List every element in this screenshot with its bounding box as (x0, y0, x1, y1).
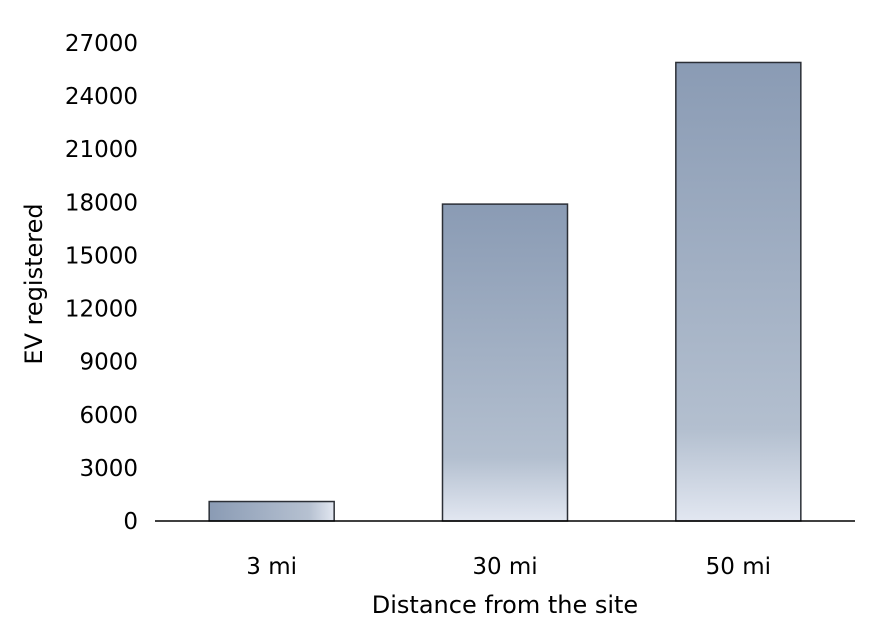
y-tick-label: 27000 (65, 31, 138, 57)
bar-30-mi (441, 203, 569, 522)
y-axis-tick-labels: 0 3000 6000 9000 12000 15000 18000 21000 24000 27… (65, 31, 138, 535)
x-tick-label: 50 mi (706, 554, 771, 580)
x-axis-title: Distance from the site (372, 591, 638, 619)
y-tick-label: 9000 (79, 350, 138, 376)
x-axis-tick-labels: 3 mi 30 mi 50 mi (246, 554, 771, 580)
y-tick-label: 15000 (65, 243, 138, 269)
x-tick-label: 30 mi (472, 554, 537, 580)
y-tick-label: 18000 (65, 190, 138, 216)
y-tick-label: 0 (123, 509, 138, 535)
bar-3-mi (208, 500, 335, 522)
y-axis-title: EV registered (20, 203, 48, 364)
bars (208, 61, 802, 522)
y-tick-label: 12000 (65, 297, 138, 323)
y-tick-label: 21000 (65, 137, 138, 163)
y-tick-label: 3000 (79, 456, 138, 482)
x-tick-label: 3 mi (246, 554, 297, 580)
bar-50-mi (675, 61, 802, 522)
y-tick-label: 6000 (79, 403, 138, 429)
y-tick-label: 24000 (65, 84, 138, 110)
